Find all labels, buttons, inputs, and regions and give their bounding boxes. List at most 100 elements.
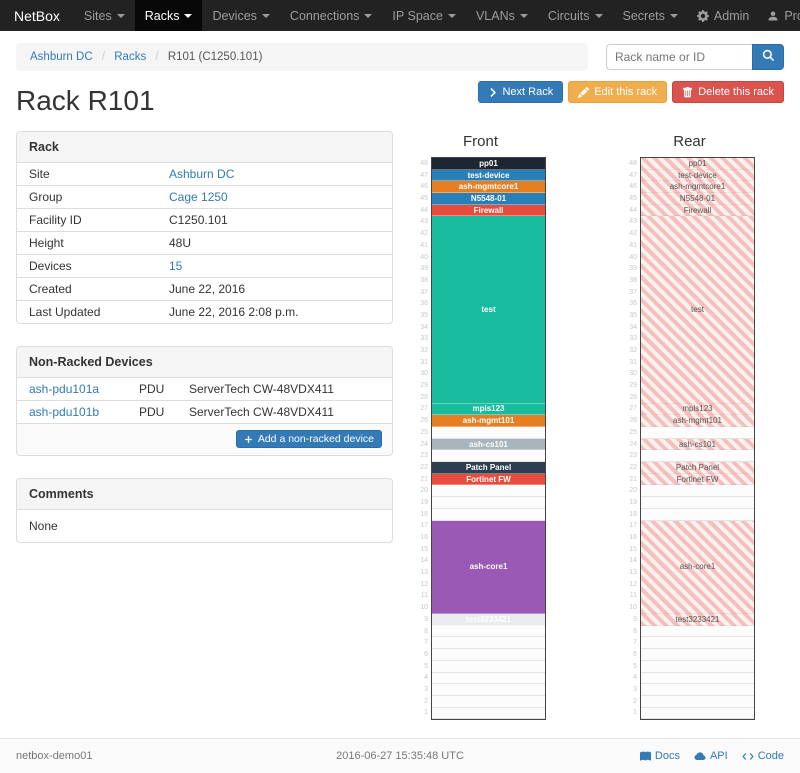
rack-device-rear-pp01[interactable]: pp01 <box>641 158 754 170</box>
rack-device-front-mpls123[interactable]: mpls123 <box>432 403 545 416</box>
nav-item-secrets[interactable]: Secrets <box>613 0 688 31</box>
rack-unit-number: 19 <box>629 498 637 506</box>
table-row: Height 48U <box>17 231 392 255</box>
add-non-racked-device-button[interactable]: Add a non-racked device <box>235 430 382 448</box>
nav-item-profile[interactable]: Profile <box>758 0 800 31</box>
table-row: ash-pdu101a PDU ServerTech CW-48VDX411 <box>17 378 392 401</box>
rack-device-front-ash-mgmt101[interactable]: ash-mgmt101 <box>432 415 545 427</box>
rack-slot-empty-u6 <box>641 649 754 661</box>
rack-device-front-Fortinet FW[interactable]: Fortinet FW <box>432 473 545 486</box>
nav-item-racks[interactable]: Racks <box>134 0 203 31</box>
rack-unit-number: 16 <box>420 534 428 541</box>
last-updated-value: June 22, 2016 2:08 p.m. <box>169 305 299 319</box>
rack-device-front-ash-mgmtcore1[interactable]: ash-mgmtcore1 <box>432 181 545 194</box>
nav-item-devices[interactable]: Devices <box>202 0 279 31</box>
rack-device-rear-Firewall[interactable]: Firewall <box>641 204 754 217</box>
rack-device-rear-Fortinet FW[interactable]: Fortinet FW <box>641 473 754 486</box>
rack-device-front-test[interactable]: test <box>432 216 545 404</box>
rack-slot-empty-u5 <box>641 660 754 673</box>
nav-item-admin[interactable]: Admin <box>688 0 758 31</box>
footer-hostname: netbox-demo01 <box>16 750 93 763</box>
rack-device-front-N5548-01[interactable]: N5548-01 <box>432 193 545 205</box>
next-rack-button[interactable]: Next Rack <box>478 81 564 103</box>
nav-item-vlans[interactable]: VLANs <box>466 0 538 31</box>
table-row: Last Updated June 22, 2016 2:08 p.m. <box>17 300 392 324</box>
rack-device-rear-mpls123[interactable]: mpls123 <box>641 403 754 416</box>
rack-unit-number: 41 <box>420 241 428 249</box>
code-link[interactable]: Code <box>742 750 784 762</box>
created-value: June 22, 2016 <box>169 282 246 296</box>
device-link[interactable]: ash-pdu101b <box>29 405 100 419</box>
site-link[interactable]: Ashburn DC <box>169 167 235 181</box>
rack-device-rear-ash-cs101[interactable]: ash-cs101 <box>641 438 754 451</box>
rack-device-rear-test3233421[interactable]: test3233421 <box>641 614 754 626</box>
non-racked-panel-title: Non-Racked Devices <box>17 347 392 378</box>
rack-unit-number: 43 <box>629 218 637 226</box>
rack-device-front-test3233421[interactable]: test3233421 <box>432 614 545 626</box>
navbar: NetBox Sites Racks Devices Connections I… <box>0 0 800 31</box>
rack-device-rear-ash-mgmtcore1[interactable]: ash-mgmtcore1 <box>641 181 754 194</box>
breadcrumb-separator: / <box>155 51 159 63</box>
nav-item-label: Racks <box>144 8 180 23</box>
rack-unit-number: 22 <box>420 463 428 471</box>
footer-timestamp: 2016-06-27 15:35:48 UTC <box>336 750 464 763</box>
rack-device-rear-Patch Panel[interactable]: Patch Panel <box>641 462 754 474</box>
breadcrumb-site-link[interactable]: Ashburn DC <box>30 51 93 63</box>
rack-device-front-Firewall[interactable]: Firewall <box>432 204 545 217</box>
rack-device-front-pp01[interactable]: pp01 <box>432 158 545 170</box>
rack-unit-number: 4 <box>424 674 428 682</box>
nav-menu: Sites Racks Devices Connections IP Space… <box>74 0 688 31</box>
nav-item-connections[interactable]: Connections <box>280 0 383 31</box>
rack-unit-number: 2 <box>633 697 637 705</box>
rack-device-rear-N5548-01[interactable]: N5548-01 <box>641 193 754 205</box>
group-link[interactable]: Cage 1250 <box>169 190 228 204</box>
devices-count-link[interactable]: 15 <box>169 259 183 273</box>
nav-item-label: VLANs <box>475 8 515 23</box>
rack-unit-number: 16 <box>629 534 637 541</box>
rack-unit-number: 25 <box>629 428 637 436</box>
brand-link[interactable]: NetBox <box>14 7 60 24</box>
rack-unit-number: 5 <box>424 662 428 670</box>
rack-slot-empty-u6 <box>432 649 545 661</box>
rack-slot-empty-u2 <box>432 695 545 708</box>
rack-device-front-ash-core1[interactable]: ash-core1 <box>432 520 545 615</box>
rack-device-front-Patch Panel[interactable]: Patch Panel <box>432 462 545 474</box>
nav-item-circuits[interactable]: Circuits <box>538 0 613 31</box>
next-rack-label: Next Rack <box>502 86 554 98</box>
rack-unit-number: 15 <box>420 545 428 553</box>
search-button[interactable] <box>752 44 784 70</box>
plus-icon <box>244 435 253 444</box>
rack-unit-number: 42 <box>629 230 637 238</box>
rack-unit-number: 33 <box>420 335 428 343</box>
nav-item-ip-space[interactable]: IP Space <box>382 0 466 31</box>
rack-unit-number: 7 <box>424 639 428 647</box>
rack-device-front-test-device[interactable]: test-device <box>432 169 545 182</box>
rack-unit-number: 24 <box>629 440 637 448</box>
rack-device-rear-ash-core1[interactable]: ash-core1 <box>641 520 754 615</box>
nav-item-sites[interactable]: Sites <box>74 0 135 31</box>
docs-link[interactable]: Docs <box>639 750 680 762</box>
device-link[interactable]: ash-pdu101a <box>29 382 100 396</box>
page-title: Rack R101 <box>16 85 155 116</box>
rack-slot-empty-u3 <box>641 684 754 696</box>
nav-item-label: Devices <box>212 8 257 23</box>
footer-links: Docs API Code <box>592 750 784 762</box>
rack-device-rear-ash-mgmt101[interactable]: ash-mgmt101 <box>641 415 754 427</box>
rack-unit-number: 37 <box>629 288 637 296</box>
api-link[interactable]: API <box>694 750 728 762</box>
api-label: API <box>709 750 728 763</box>
edit-rack-label: Edit this rack <box>594 86 658 98</box>
search-input[interactable] <box>606 44 752 70</box>
rack-unit-number: 39 <box>420 265 428 273</box>
edit-rack-button[interactable]: Edit this rack <box>568 81 668 103</box>
rack-device-rear-test-device[interactable]: test-device <box>641 169 754 182</box>
rack-unit-number: 43 <box>420 218 428 226</box>
rack-device-rear-test[interactable]: test <box>641 216 754 404</box>
breadcrumb-racks-link[interactable]: Racks <box>114 51 147 63</box>
breadcrumb-current: R101 (C1250.101) <box>167 51 263 63</box>
delete-rack-button[interactable]: Delete this rack <box>672 81 784 103</box>
rack-unit-number: 46 <box>629 183 637 191</box>
attr-label: Facility ID <box>29 213 82 227</box>
nav-user-menu: Admin Profile Log out <box>688 0 800 31</box>
rack-device-front-ash-cs101[interactable]: ash-cs101 <box>432 438 545 451</box>
